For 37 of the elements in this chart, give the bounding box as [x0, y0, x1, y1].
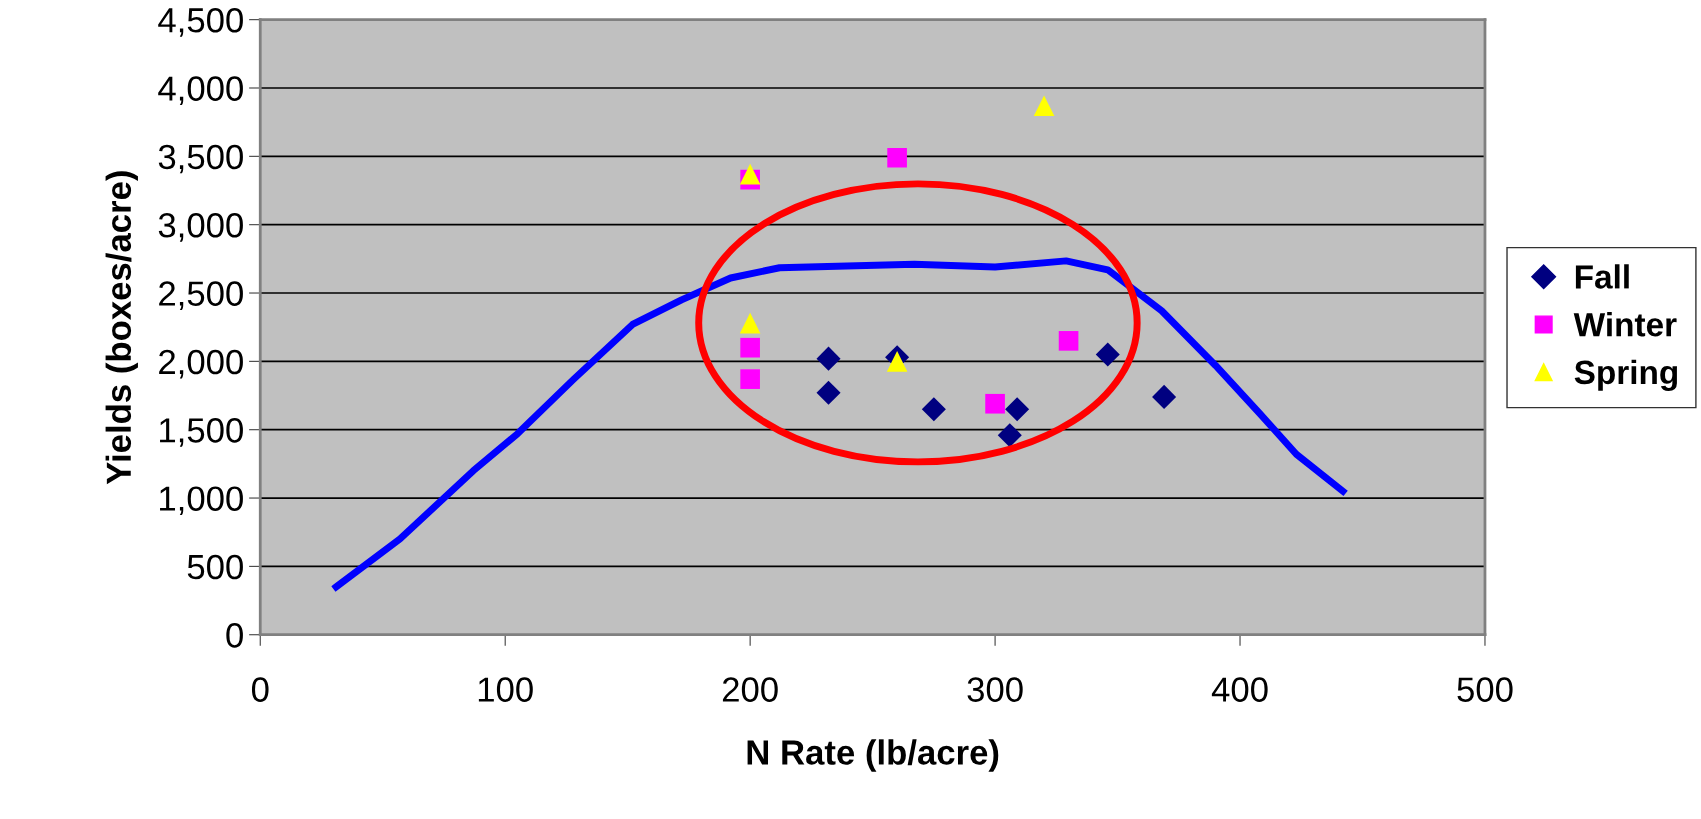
- x-tick-label: 500: [1457, 677, 1513, 702]
- point: [816, 380, 841, 405]
- x-tick-label: 400: [1211, 677, 1268, 702]
- x-tick-label: 100: [478, 677, 533, 702]
- x-tick-label: 0: [251, 677, 269, 702]
- point: [997, 423, 1022, 448]
- legend-label: Fall: [1575, 264, 1629, 289]
- legend-label: Spring: [1574, 359, 1677, 391]
- point: [740, 369, 760, 389]
- y-tick-label: 4,500: [158, 7, 243, 37]
- y-tick-label: 1,500: [160, 418, 243, 447]
- point: [886, 351, 908, 372]
- point: [740, 337, 760, 358]
- point: [985, 393, 1005, 414]
- y-tick-label: 3,500: [158, 144, 243, 174]
- point: [887, 147, 907, 168]
- x-axis-title: N Rate (lb/acre): [747, 739, 999, 772]
- point: [739, 312, 761, 334]
- point: [1152, 384, 1177, 409]
- x-tick-label: 200: [722, 677, 778, 702]
- point: [1095, 342, 1120, 367]
- y-tick-label: 4,000: [158, 76, 243, 106]
- y-tick-label: 2,000: [159, 349, 243, 379]
- point: [1033, 95, 1055, 117]
- point: [816, 346, 841, 371]
- y-tick-label: 500: [187, 554, 243, 580]
- point: [739, 163, 761, 185]
- point: [921, 397, 946, 422]
- y-tick-label: 2,500: [159, 281, 243, 311]
- x-tick-label: 300: [967, 677, 1023, 702]
- point: [1005, 397, 1030, 422]
- legend-label: Winter: [1573, 311, 1677, 337]
- y-tick-label: 0: [226, 623, 243, 648]
- y-axis-title: Yields (boxes/acre): [105, 171, 138, 485]
- y-tick-label: 1,000: [160, 486, 243, 516]
- point: [1058, 331, 1079, 351]
- y-tick-label: 3,000: [158, 213, 243, 242]
